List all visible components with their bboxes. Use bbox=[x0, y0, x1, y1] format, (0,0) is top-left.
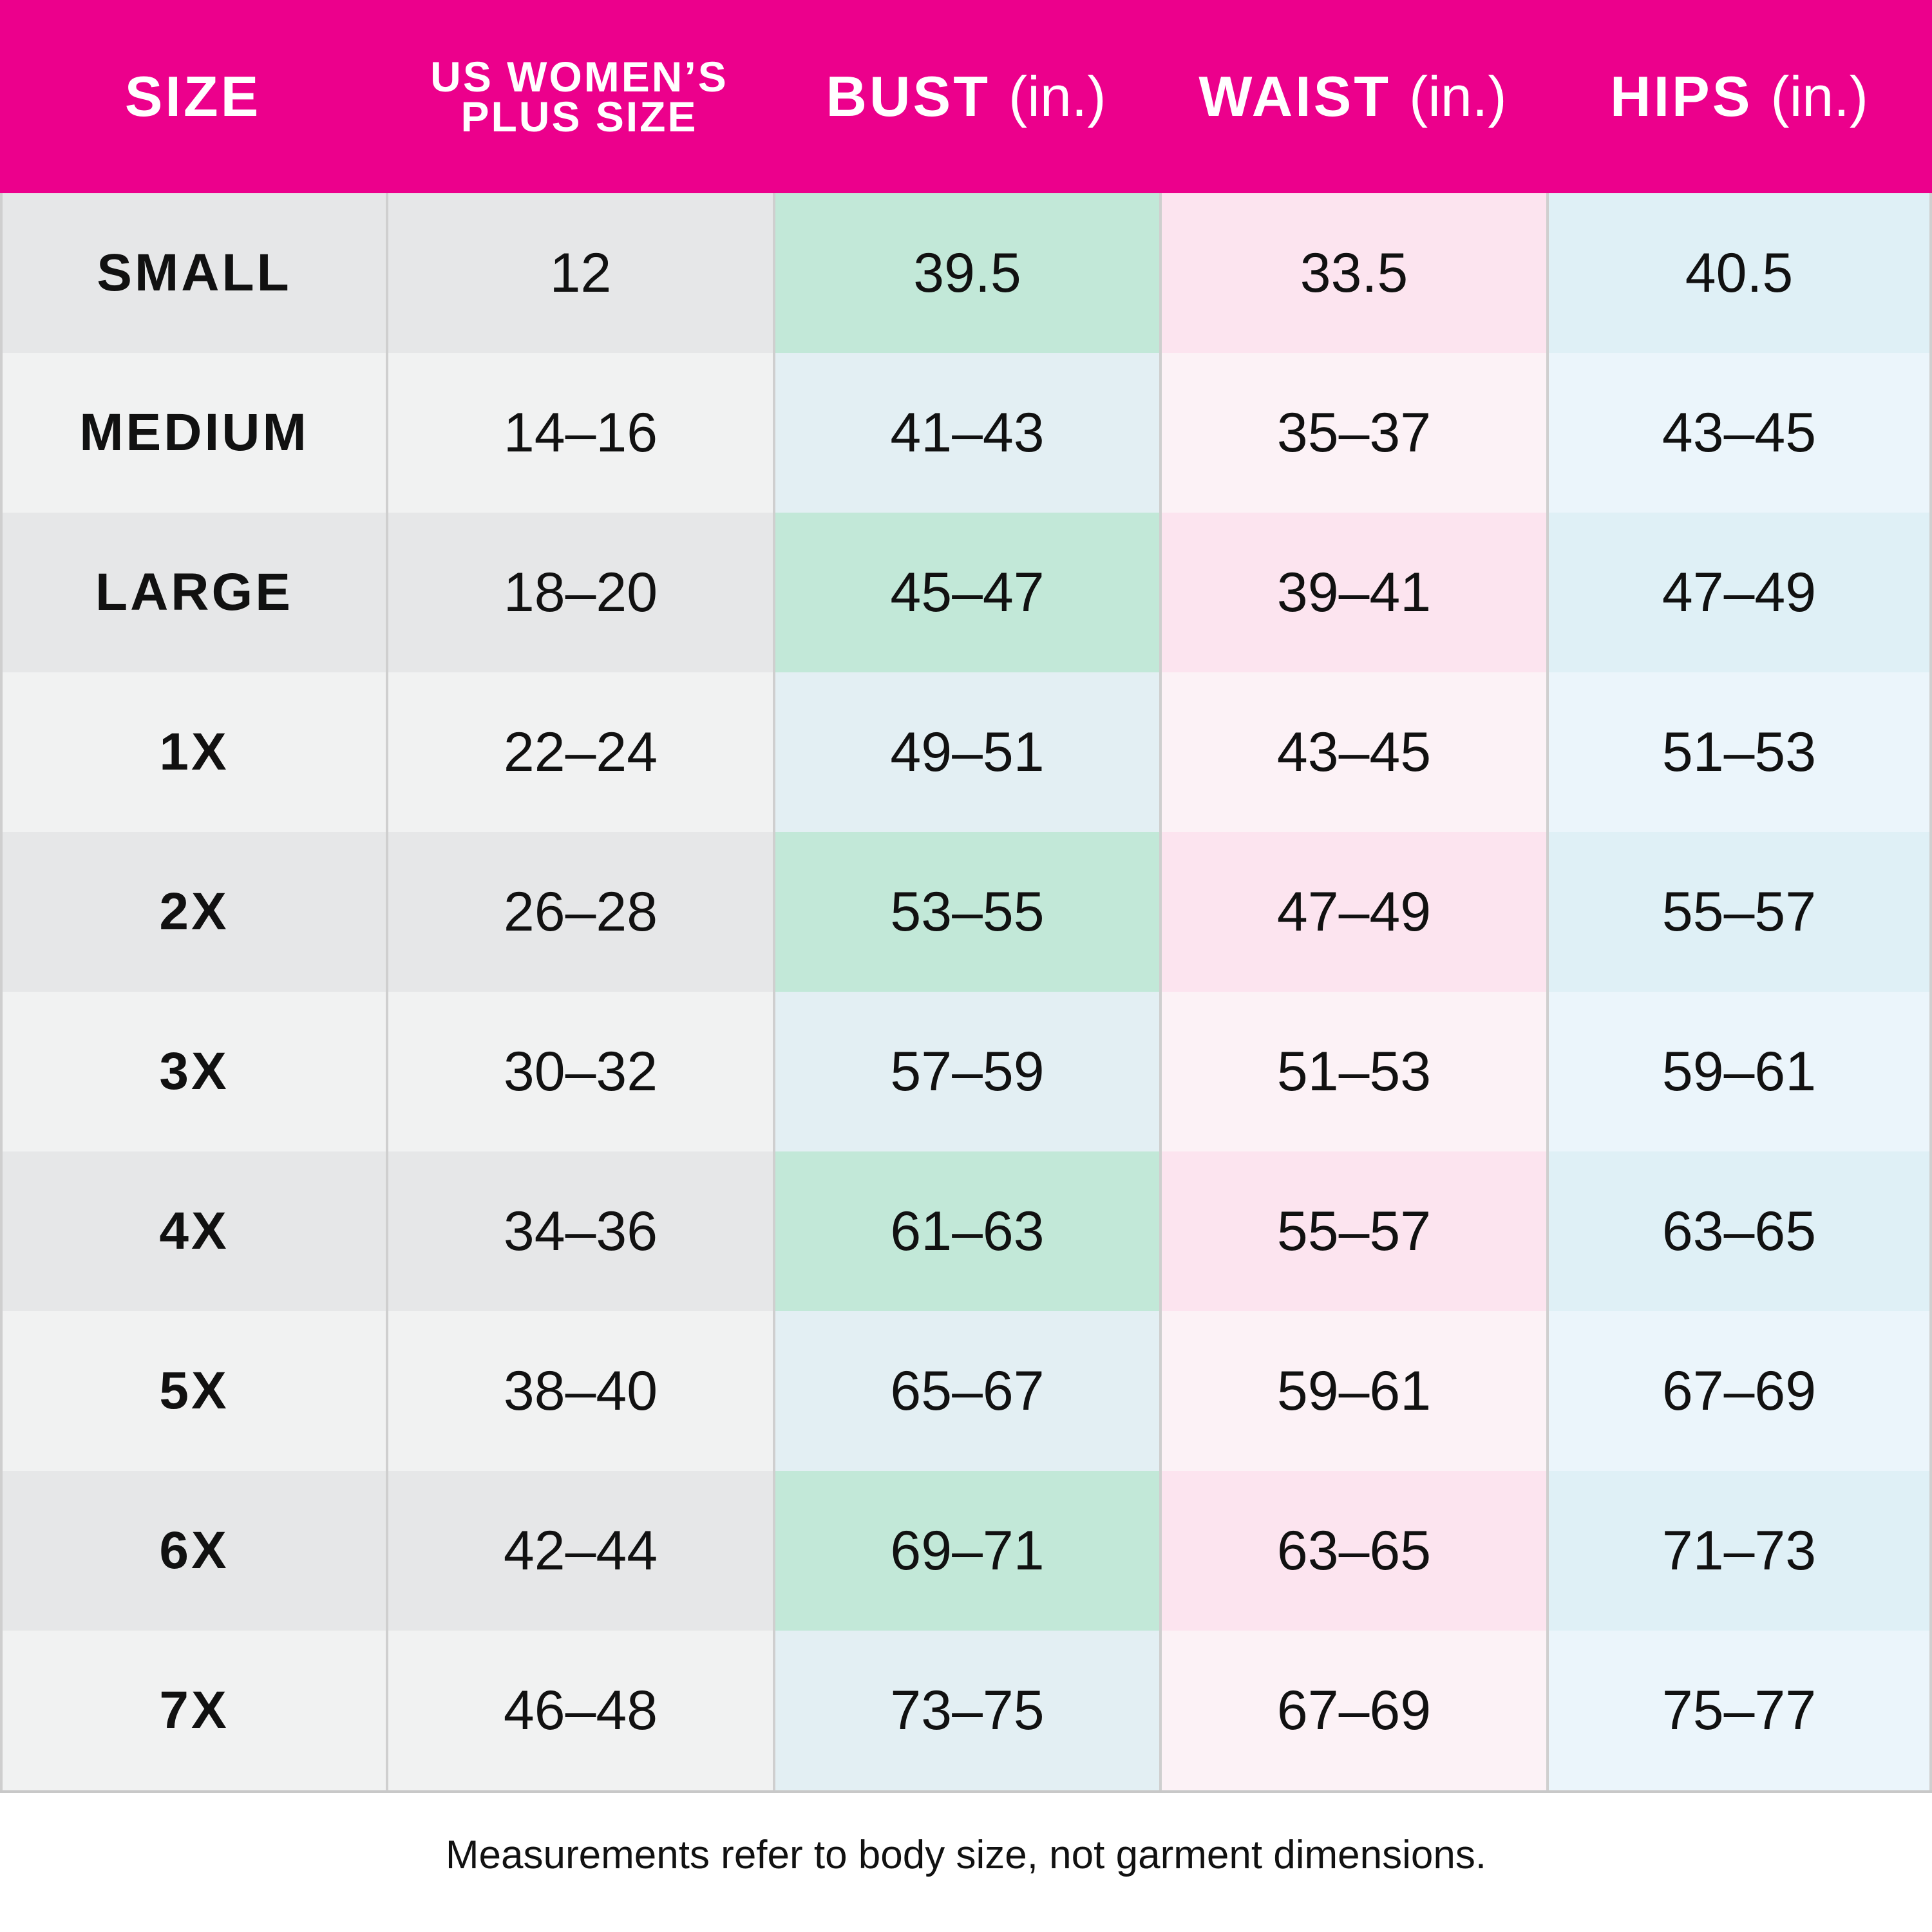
table-cell: 73–75 bbox=[773, 1631, 1159, 1790]
table-cell: 69–71 bbox=[773, 1471, 1159, 1631]
table-cell: 63–65 bbox=[1546, 1151, 1932, 1311]
size-label: 5X bbox=[0, 1311, 386, 1471]
table-cell: 26–28 bbox=[386, 832, 773, 992]
table-header: SIZE US WOMEN’S PLUS SIZE BUST (in.) WAIST (in… bbox=[0, 0, 1932, 193]
table-cell: 22–24 bbox=[386, 672, 773, 832]
size-label: 2X bbox=[0, 832, 386, 992]
table-cell: 55–57 bbox=[1546, 832, 1932, 992]
header-name: HIPS bbox=[1610, 64, 1753, 128]
table-cell: 67–69 bbox=[1159, 1631, 1546, 1790]
table-cell: 18–20 bbox=[386, 513, 773, 672]
table-cell: 40.5 bbox=[1546, 193, 1932, 353]
header-label: BUST (in.) bbox=[826, 64, 1106, 129]
header-cell: BUST (in.) bbox=[773, 0, 1159, 193]
table-cell: 42–44 bbox=[386, 1471, 773, 1631]
table-cell: 61–63 bbox=[773, 1151, 1159, 1311]
table-cell: 14–16 bbox=[386, 353, 773, 513]
header-cell: WAIST (in.) bbox=[1159, 0, 1546, 193]
table-cell: 63–65 bbox=[1159, 1471, 1546, 1631]
header-name: WAIST bbox=[1198, 64, 1392, 128]
header-cell: US WOMEN’S PLUS SIZE bbox=[386, 0, 773, 193]
header-unit: (in.) bbox=[1770, 64, 1868, 128]
table-cell: 39.5 bbox=[773, 193, 1159, 353]
table-cell: 67–69 bbox=[1546, 1311, 1932, 1471]
table-cell: 35–37 bbox=[1159, 353, 1546, 513]
table-cell: 45–47 bbox=[773, 513, 1159, 672]
table-cell: 43–45 bbox=[1546, 353, 1932, 513]
table-cell: 38–40 bbox=[386, 1311, 773, 1471]
table-cell: 71–73 bbox=[1546, 1471, 1932, 1631]
size-label: MEDIUM bbox=[0, 353, 386, 513]
table-cell: 59–61 bbox=[1546, 992, 1932, 1151]
size-label: 7X bbox=[0, 1631, 386, 1790]
header-line: PLUS SIZE bbox=[460, 93, 698, 140]
table-cell: 39–41 bbox=[1159, 513, 1546, 672]
size-label: SMALL bbox=[0, 193, 386, 353]
header-name: BUST bbox=[826, 64, 990, 128]
header-label: HIPS (in.) bbox=[1610, 64, 1868, 129]
table-cell: 49–51 bbox=[773, 672, 1159, 832]
size-table: SMALL 12 39.5 33.5 40.5 MEDIUM 14–16 41–43 35–37… bbox=[0, 193, 1932, 1793]
size-label: 1X bbox=[0, 672, 386, 832]
table-cell: 47–49 bbox=[1159, 832, 1546, 992]
header-unit: (in.) bbox=[1409, 64, 1507, 128]
size-label: LARGE bbox=[0, 513, 386, 672]
size-label: 6X bbox=[0, 1471, 386, 1631]
footnote: Measurements refer to body size, not gar… bbox=[445, 1833, 1487, 1877]
table-cell: 47–49 bbox=[1546, 513, 1932, 672]
table-cell: 30–32 bbox=[386, 992, 773, 1151]
table-cell: 57–59 bbox=[773, 992, 1159, 1151]
table-cell: 41–43 bbox=[773, 353, 1159, 513]
header-line: US WOMEN’S bbox=[430, 53, 728, 100]
table-cell: 43–45 bbox=[1159, 672, 1546, 832]
table-cell: 34–36 bbox=[386, 1151, 773, 1311]
header-unit: (in.) bbox=[1009, 64, 1106, 128]
header-cell: HIPS (in.) bbox=[1546, 0, 1932, 193]
table-cell: 51–53 bbox=[1159, 992, 1546, 1151]
size-label: 3X bbox=[0, 992, 386, 1151]
table-cell: 53–55 bbox=[773, 832, 1159, 992]
header-cell: SIZE bbox=[0, 0, 386, 193]
table-cell: 75–77 bbox=[1546, 1631, 1932, 1790]
size-label: 4X bbox=[0, 1151, 386, 1311]
header-name: SIZE bbox=[124, 64, 261, 128]
table-cell: 12 bbox=[386, 193, 773, 353]
header-label: SIZE bbox=[125, 64, 261, 129]
table-cell: 51–53 bbox=[1546, 672, 1932, 832]
header-label: WAIST (in.) bbox=[1198, 64, 1506, 129]
table-cell: 55–57 bbox=[1159, 1151, 1546, 1311]
table-cell: 46–48 bbox=[386, 1631, 773, 1790]
table-cell: 59–61 bbox=[1159, 1311, 1546, 1471]
table-cell: 65–67 bbox=[773, 1311, 1159, 1471]
table-cell: 33.5 bbox=[1159, 193, 1546, 353]
